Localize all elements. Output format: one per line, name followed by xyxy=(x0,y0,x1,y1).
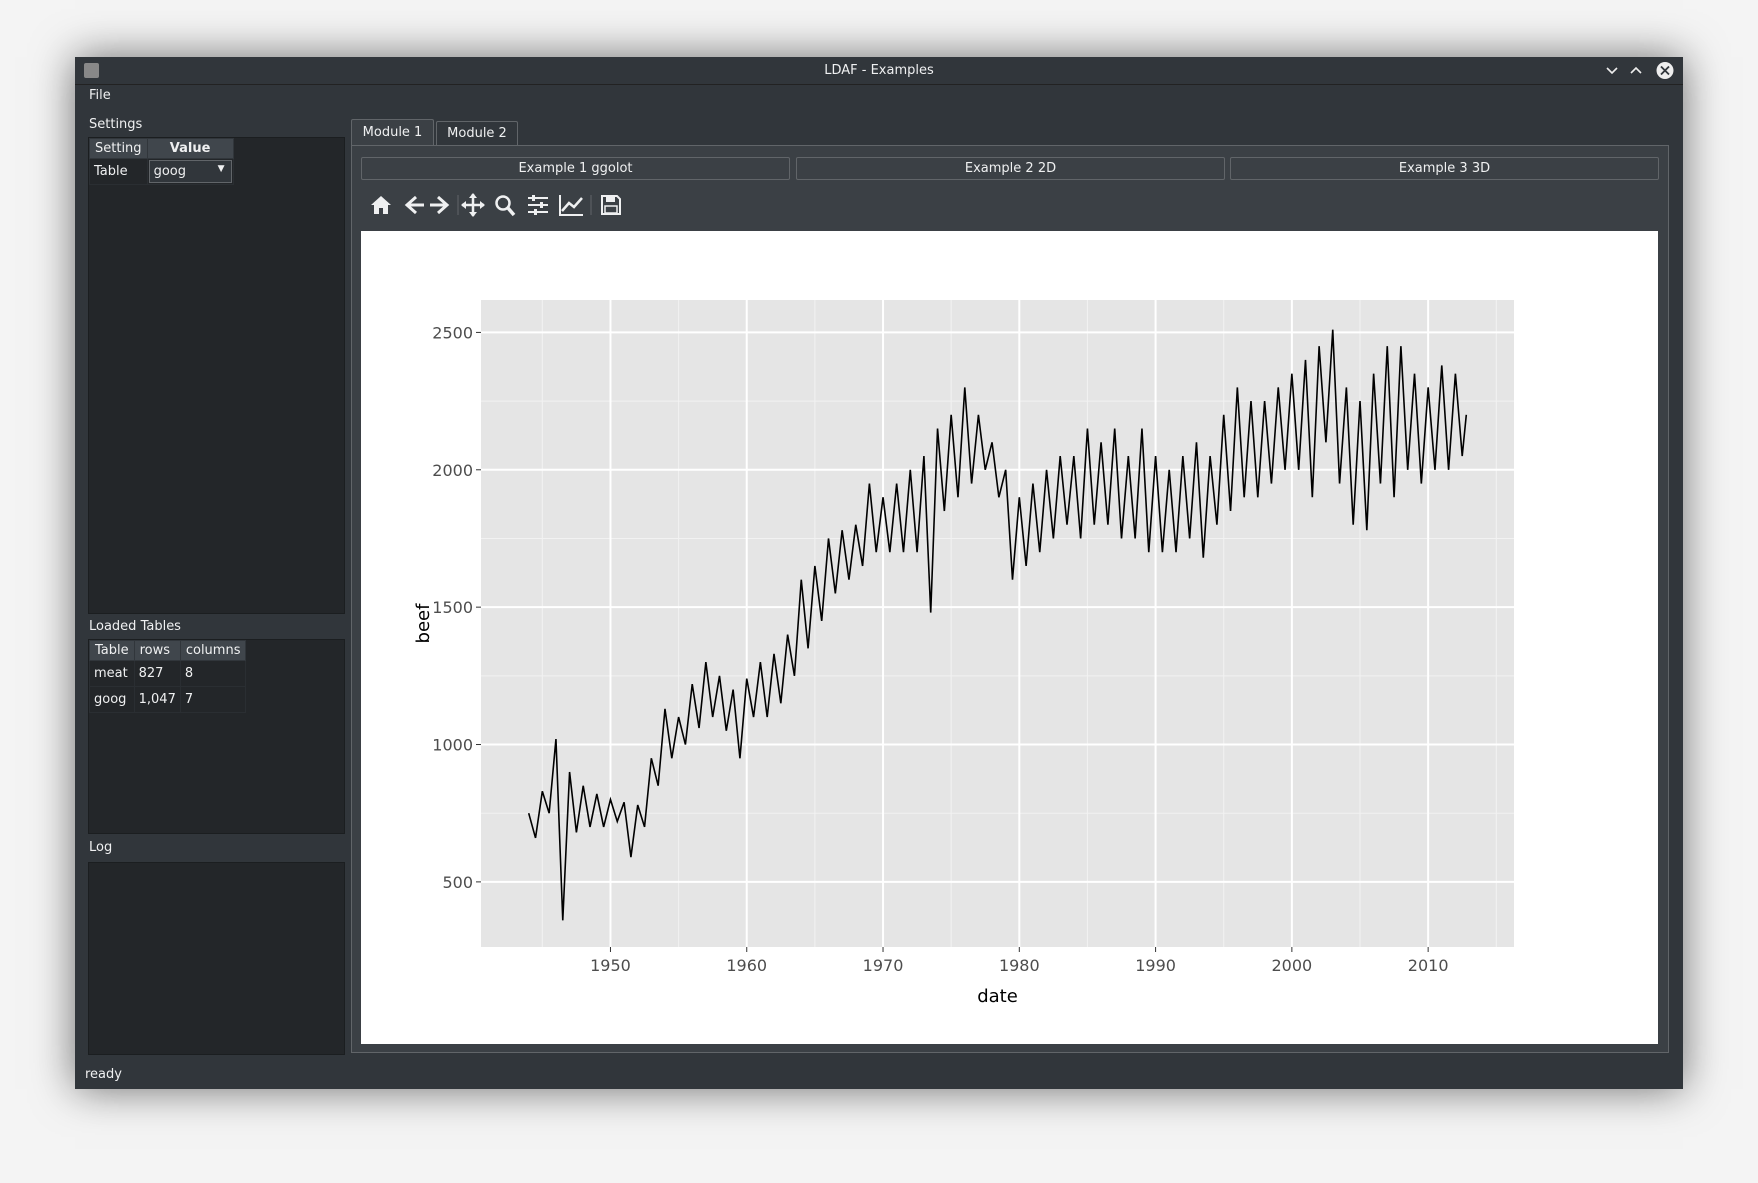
settings-label: Settings xyxy=(89,117,143,132)
dropdown-value: goog xyxy=(153,164,186,179)
cell: 8 xyxy=(179,660,247,687)
app-icon xyxy=(84,63,99,78)
plot-panel xyxy=(481,300,1514,947)
y-axis-label: beef xyxy=(413,603,434,644)
loaded-tables-table: Table rows columns meat 827 8 goog 1,047 7 xyxy=(89,640,247,713)
window: LDAF - Examples File Settings Setting Val… xyxy=(75,57,1683,1089)
header: columns xyxy=(179,640,247,661)
zoom-icon[interactable] xyxy=(495,195,516,217)
x-axis-label: date xyxy=(977,986,1018,1007)
y-tick-label: 500 xyxy=(442,873,473,892)
save-icon[interactable] xyxy=(601,195,621,215)
settings-table: Setting Value Table goog ▼ xyxy=(89,138,234,185)
dropdown[interactable]: goog ▼ xyxy=(148,160,232,183)
tab-active[interactable]: Module 1 xyxy=(351,119,434,146)
header: Setting xyxy=(89,138,148,159)
button[interactable]: Example 1 ggolot xyxy=(361,157,790,180)
axes-icon[interactable] xyxy=(559,195,583,216)
loaded-tables-pane: Table rows columns meat 827 8 goog 1,047 7 xyxy=(88,639,345,834)
loaded-tables-label: Loaded Tables xyxy=(89,619,181,634)
window-controls[interactable] xyxy=(1605,61,1680,81)
data-line xyxy=(527,329,1468,921)
y-tick-label: 2500 xyxy=(432,323,473,342)
x-tick-label: 2000 xyxy=(1272,956,1313,975)
y-tick-label: 1500 xyxy=(432,598,473,617)
toolbar xyxy=(371,193,621,217)
pan-icon[interactable] xyxy=(461,193,485,217)
cell: 1,047 xyxy=(133,686,181,713)
log-label: Log xyxy=(89,840,113,855)
header: rows xyxy=(133,640,181,661)
button[interactable]: Example 3 3D xyxy=(1230,157,1659,180)
x-tick-label: 1980 xyxy=(999,956,1040,975)
y-tick-label: 1000 xyxy=(432,736,473,755)
forward-icon[interactable] xyxy=(430,195,450,215)
title-bar: LDAF - Examples xyxy=(75,57,1683,85)
button[interactable]: Example 2 2D xyxy=(796,157,1225,180)
header: Table xyxy=(89,640,135,661)
status: ready xyxy=(85,1067,122,1082)
cell: meat xyxy=(89,660,135,687)
home-icon[interactable] xyxy=(371,196,391,214)
subplots-icon[interactable] xyxy=(528,195,548,215)
settings-pane: Setting Value Table goog ▼ xyxy=(88,137,345,614)
log-pane xyxy=(88,862,345,1055)
x-tick-label: 2010 xyxy=(1408,956,1449,975)
back-icon[interactable] xyxy=(404,195,424,215)
tab[interactable]: Module 2 xyxy=(436,121,518,146)
cell: goog xyxy=(89,686,135,713)
window-title: LDAF - Examples xyxy=(824,63,934,78)
x-tick-label: 1970 xyxy=(863,956,904,975)
plot-canvas: 1950 1960 1970 1980 1990 2000 2010 500 1000 1500 2… xyxy=(361,231,1658,1044)
y-tick-label: 2000 xyxy=(432,461,473,480)
cell: 827 xyxy=(133,660,181,687)
x-tick-label: 1950 xyxy=(590,956,631,975)
menu-file[interactable]: File xyxy=(89,88,111,103)
cell: Table xyxy=(89,158,148,185)
header: Value xyxy=(146,138,234,159)
cell: 7 xyxy=(179,686,247,713)
x-tick-label: 1960 xyxy=(726,956,767,975)
x-tick-label: 1990 xyxy=(1135,956,1176,975)
